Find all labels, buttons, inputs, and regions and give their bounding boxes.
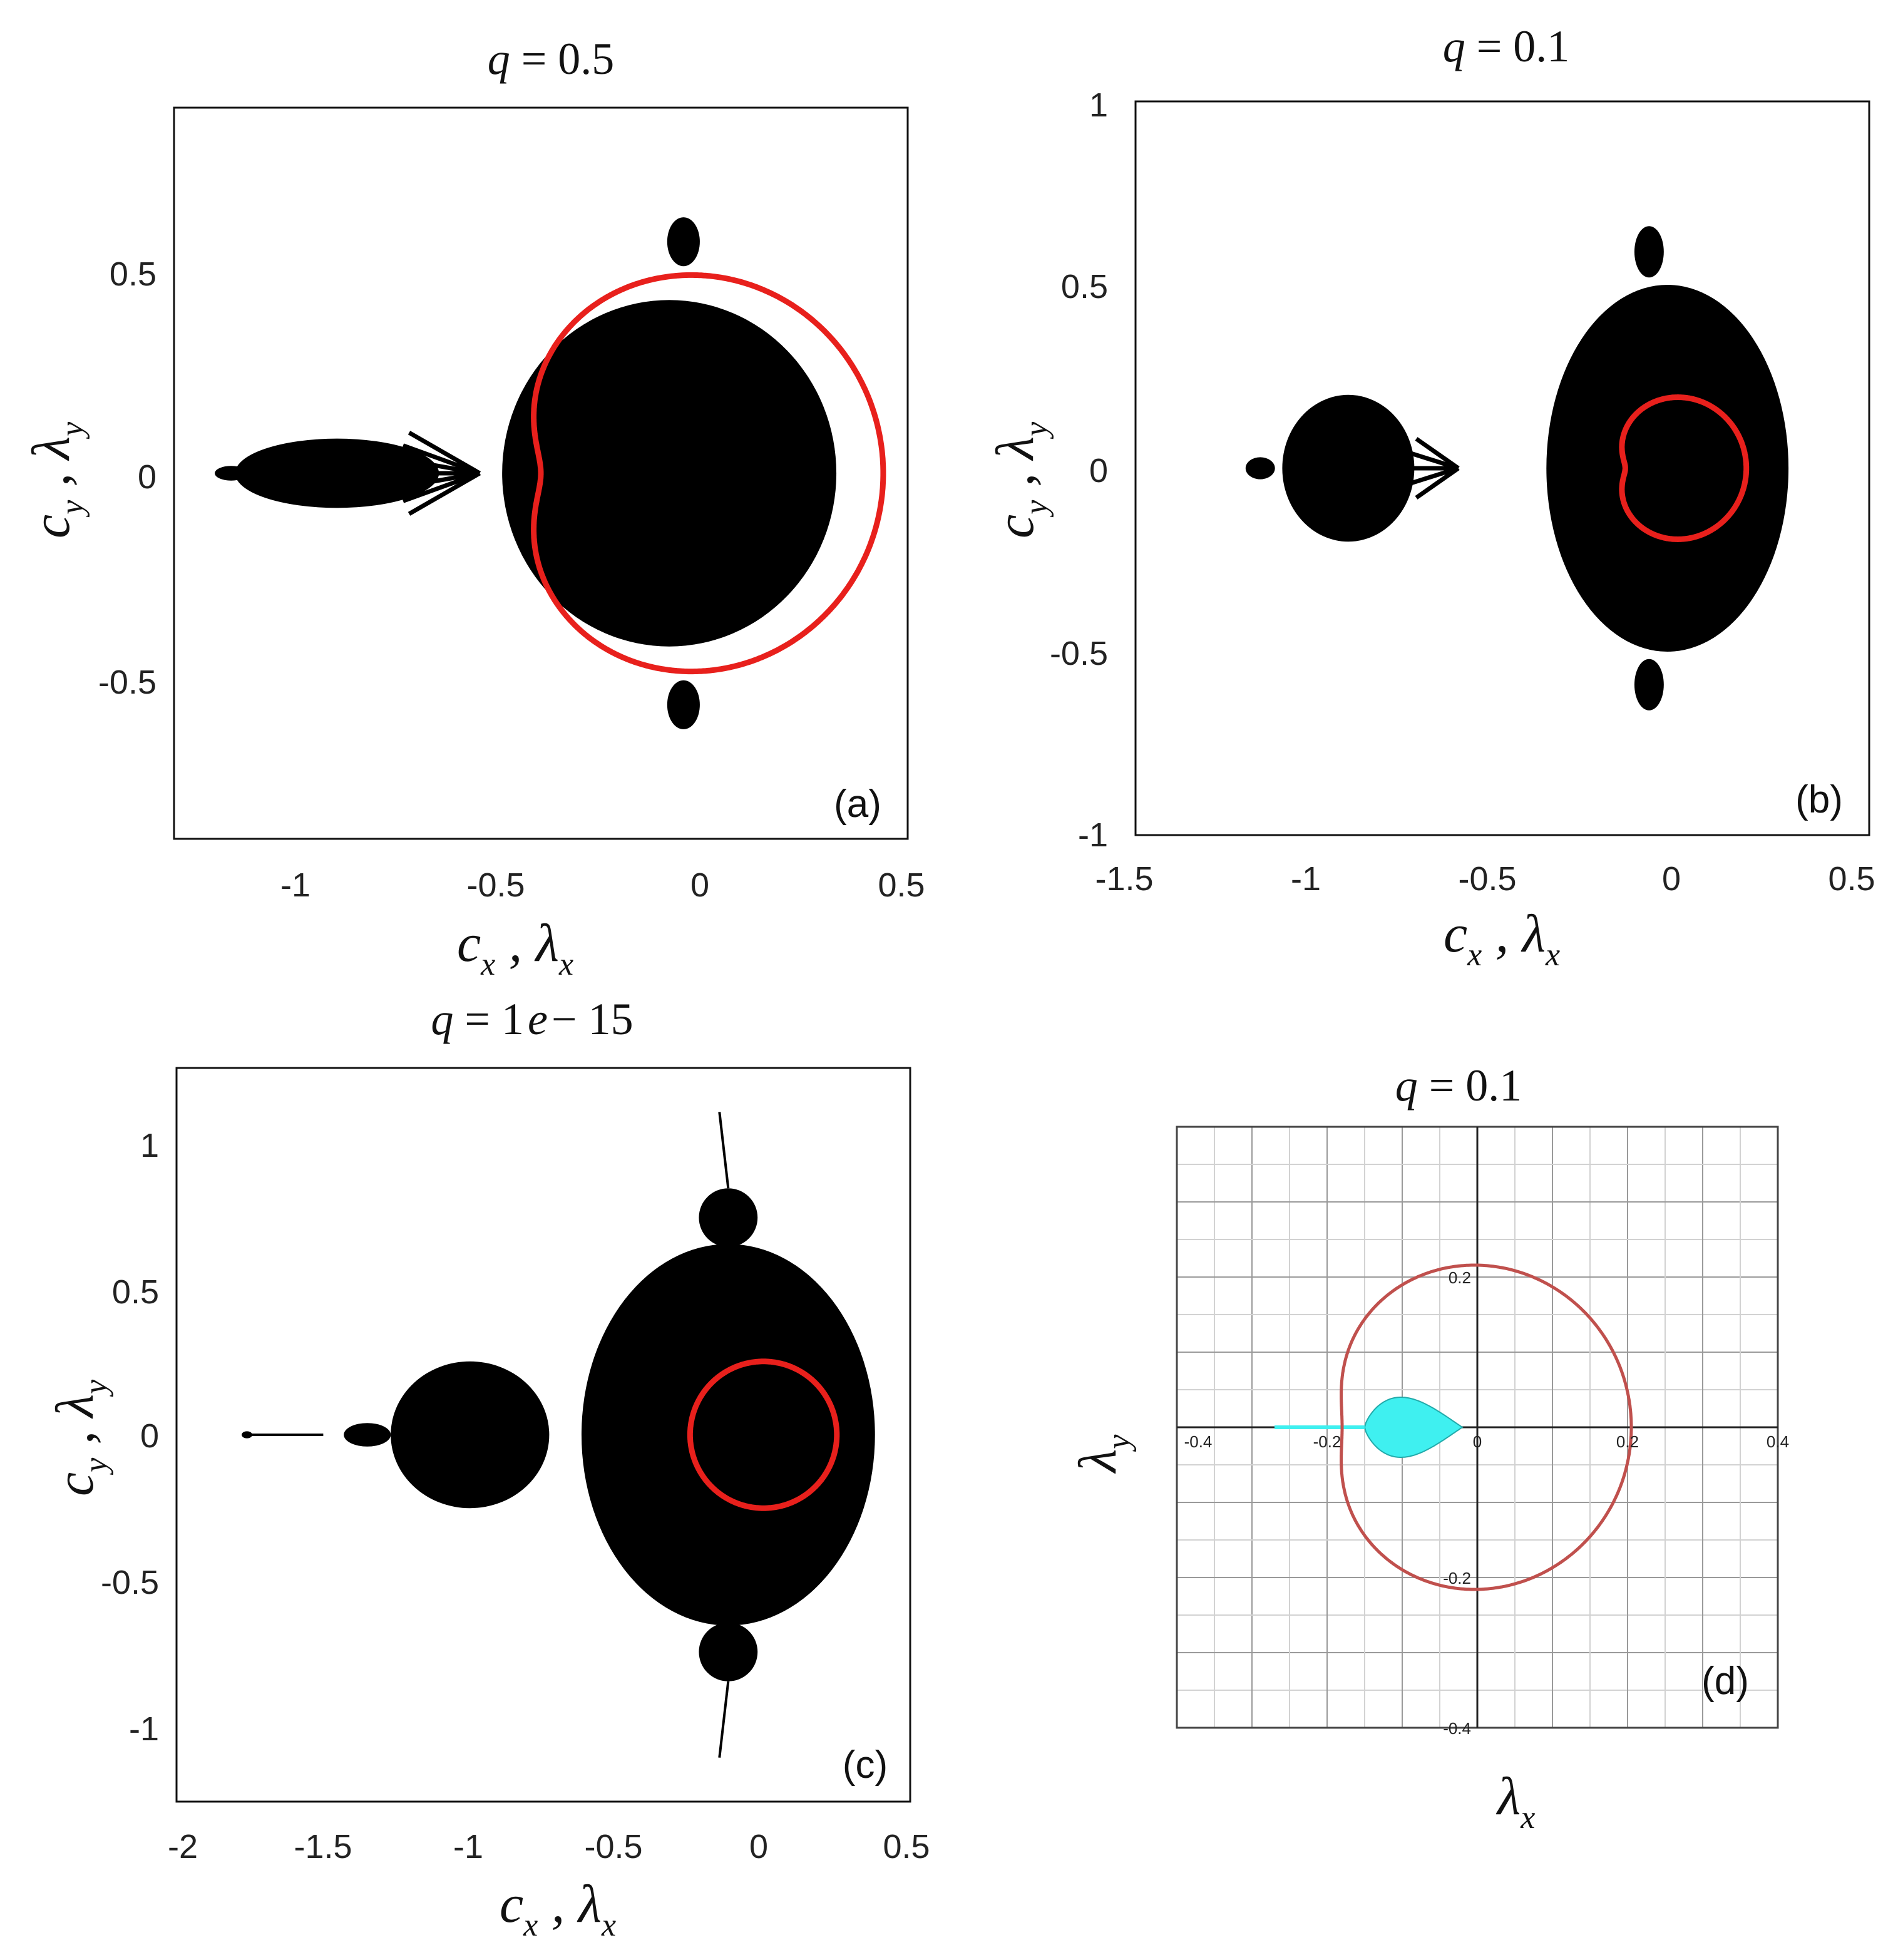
panel-d-xtick: -0.2	[1313, 1432, 1341, 1451]
panel-b-xtick: 0.5	[1828, 860, 1875, 898]
panel-b-xlabel: cx , λx	[1444, 903, 1560, 973]
set-filament	[1415, 437, 1460, 470]
panel-c-curve	[687, 1358, 840, 1511]
set-small-bulb	[344, 1423, 391, 1447]
panel-a-curve	[531, 272, 886, 675]
set-filament	[399, 457, 480, 476]
panel-c-ytick: 1	[140, 1127, 159, 1164]
set-filament	[402, 471, 481, 503]
panel-c-ylabel: cy , λy	[44, 1379, 114, 1496]
panel-b-xtick: -1.5	[1095, 860, 1153, 898]
panel-d-xtick: 0	[1473, 1432, 1482, 1451]
panel-b-label: (b)	[1795, 778, 1843, 821]
set-filament	[408, 471, 481, 516]
panel-a-ytick: 0	[138, 458, 156, 496]
panel-c-xtick: -2	[168, 1828, 198, 1865]
set-filament	[402, 443, 481, 476]
panel-c-ytick: 0	[140, 1417, 159, 1455]
panel-d-xtick: 0.2	[1616, 1432, 1639, 1451]
panel-b: q = 0.1 -1.5 -1 -0.5 0 0.5 1 0.5 0 -0.5 -…	[985, 21, 1875, 973]
panel-d-ylabel: λy	[1067, 1434, 1137, 1474]
panel-a-label: (a)	[834, 782, 881, 826]
panel-a-xtick: -1	[280, 866, 310, 904]
panel-b-ytick: 0.5	[1061, 268, 1108, 305]
panel-a-ylabel: cy , λy	[21, 421, 90, 538]
panel-c-xtick: -1.5	[294, 1828, 352, 1865]
set-top-bud	[1634, 226, 1664, 278]
panel-b-xtick: 0	[1662, 860, 1681, 898]
panel-a-xtick: 0.5	[878, 866, 925, 904]
panel-d-curve	[1340, 1263, 1633, 1591]
set-cardioid	[581, 1244, 875, 1626]
panel-c-label: (c)	[843, 1743, 888, 1787]
set-filament	[399, 471, 480, 490]
set-main-body	[1546, 285, 1789, 652]
panel-c: q = 1e− 15 -2 -1.5 -1 -0.5 0 0.5 1 0.5 0 …	[44, 994, 930, 1943]
panel-c-xtick: -0.5	[584, 1828, 642, 1865]
panel-c-ytick: -0.5	[101, 1564, 159, 1601]
set-main-body	[502, 300, 837, 647]
panel-a-xlabel: cx , λx	[457, 913, 573, 982]
panel-a: q = 0.5 -1 -0.5 0 0.5 0.5 0 -0.5 cx , λx …	[21, 34, 925, 982]
panel-a-title: q = 0.5	[488, 34, 615, 84]
set-bottom-bud	[667, 680, 700, 729]
set-tip	[1245, 457, 1275, 480]
set-bottom-bud	[1634, 659, 1664, 711]
panel-b-frame	[1134, 100, 1870, 836]
set-top-bulb	[699, 1188, 758, 1247]
panel-c-ytick: -1	[129, 1710, 159, 1748]
panel-d-xlabel: λx	[1495, 1766, 1535, 1835]
panel-a-frame	[173, 106, 909, 840]
panel-b-curve	[1619, 394, 1750, 542]
panel-d-label: (d)	[1701, 1660, 1749, 1703]
panel-b-ylabel: cy , λy	[985, 421, 1054, 538]
panel-b-title: q = 0.1	[1443, 21, 1570, 71]
set-left-lobe	[1282, 394, 1415, 542]
panel-c-xtick: 0.5	[883, 1828, 930, 1865]
panel-c-xlabel: cx , λx	[500, 1874, 616, 1943]
set-top-bud	[667, 217, 700, 267]
panel-c-frame	[175, 1067, 911, 1803]
set-filament	[1408, 466, 1459, 486]
panel-a-xtick: 0	[690, 866, 709, 904]
panel-d-ytick: -0.4	[1443, 1719, 1471, 1738]
set-tip	[215, 466, 248, 481]
set-bottom-bulb	[699, 1623, 758, 1681]
set-antenna	[718, 1681, 730, 1758]
set-period2-bulb	[391, 1361, 550, 1509]
panel-d-xtick: -0.4	[1184, 1432, 1213, 1451]
panel-c-xtick: -1	[453, 1828, 483, 1865]
set-filament	[408, 431, 481, 476]
panel-b-ytick: -1	[1078, 816, 1108, 854]
panel-d: q = 0.1 -0.4 -0.2 0 0.2 0.40.2-0.2-0.4 λx λy …	[1067, 1060, 1789, 1835]
panel-c-xtick: 0	[749, 1828, 768, 1865]
panel-c-title: q = 1e− 15	[431, 994, 633, 1044]
panel-b-ytick: 1	[1089, 86, 1108, 124]
panel-b-xtick: -1	[1291, 860, 1321, 898]
panel-a-ytick: 0.5	[110, 255, 156, 293]
set-filament	[1408, 450, 1459, 471]
panel-a-xtick: -0.5	[466, 866, 525, 904]
set-left-lobe	[235, 438, 439, 508]
panel-d-ytick: 0.2	[1449, 1268, 1471, 1287]
panel-b-ytick: -0.5	[1050, 635, 1108, 672]
panel-d-title: q = 0.1	[1395, 1060, 1522, 1111]
panel-d-ytick: -0.2	[1443, 1569, 1471, 1588]
panel-d-xtick: 0.4	[1767, 1432, 1789, 1451]
set-antenna	[718, 1112, 730, 1189]
panel-c-ytick: 0.5	[112, 1273, 159, 1311]
panel-b-ytick: 0	[1089, 452, 1108, 490]
cyan-region	[1363, 1397, 1464, 1458]
panel-a-ytick: -0.5	[98, 664, 156, 701]
panel-b-xtick: -0.5	[1458, 860, 1516, 898]
set-filament	[1415, 466, 1460, 500]
